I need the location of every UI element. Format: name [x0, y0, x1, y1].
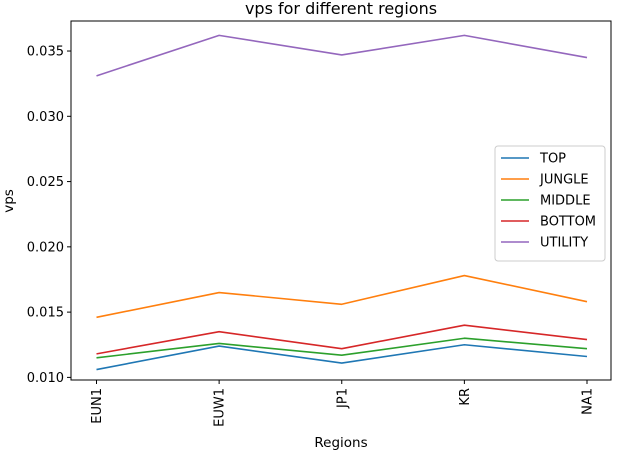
y-tick-label: 0.015: [27, 306, 64, 321]
x-axis: EUN1 EUW1 JP1 KR NA1: [90, 380, 596, 427]
chart-title: vps for different regions: [245, 0, 437, 18]
legend-label: MIDDLE: [540, 194, 591, 209]
y-tick-label: 0.020: [27, 240, 64, 255]
x-axis-title: Regions: [314, 435, 367, 451]
legend-label: BOTTOM: [540, 215, 596, 230]
series-line-middle: [96, 337, 588, 359]
plot-frame: [70, 20, 612, 381]
y-axis: 0.010 0.015 0.020 0.025 0.030 0.035: [27, 45, 71, 386]
y-tick-label: 0.010: [27, 371, 64, 386]
plot-area: [96, 34, 588, 371]
series-line-utility: [96, 34, 588, 77]
series-line-bottom: [96, 324, 588, 355]
series-line-jungle: [96, 274, 588, 319]
y-tick-label: 0.035: [27, 45, 64, 60]
y-tick-label: 0.025: [27, 175, 64, 190]
x-tick-label: NA1: [581, 388, 596, 415]
x-tick-label: EUW1: [213, 388, 228, 427]
x-tick-label: JP1: [335, 388, 350, 409]
x-tick-label: EUN1: [90, 388, 105, 424]
y-tick-label: 0.030: [27, 110, 64, 125]
x-tick-label: KR: [458, 388, 473, 406]
legend-label: JUNGLE: [539, 173, 589, 188]
legend-label: UTILITY: [540, 236, 588, 251]
legend-box: [494, 145, 606, 262]
y-axis-title: vps: [1, 189, 17, 213]
series-line-top: [96, 343, 588, 371]
legend-label: TOP: [539, 152, 566, 167]
legend: TOP JUNGLE MIDDLE BOTTOM UTILITY: [494, 145, 606, 262]
